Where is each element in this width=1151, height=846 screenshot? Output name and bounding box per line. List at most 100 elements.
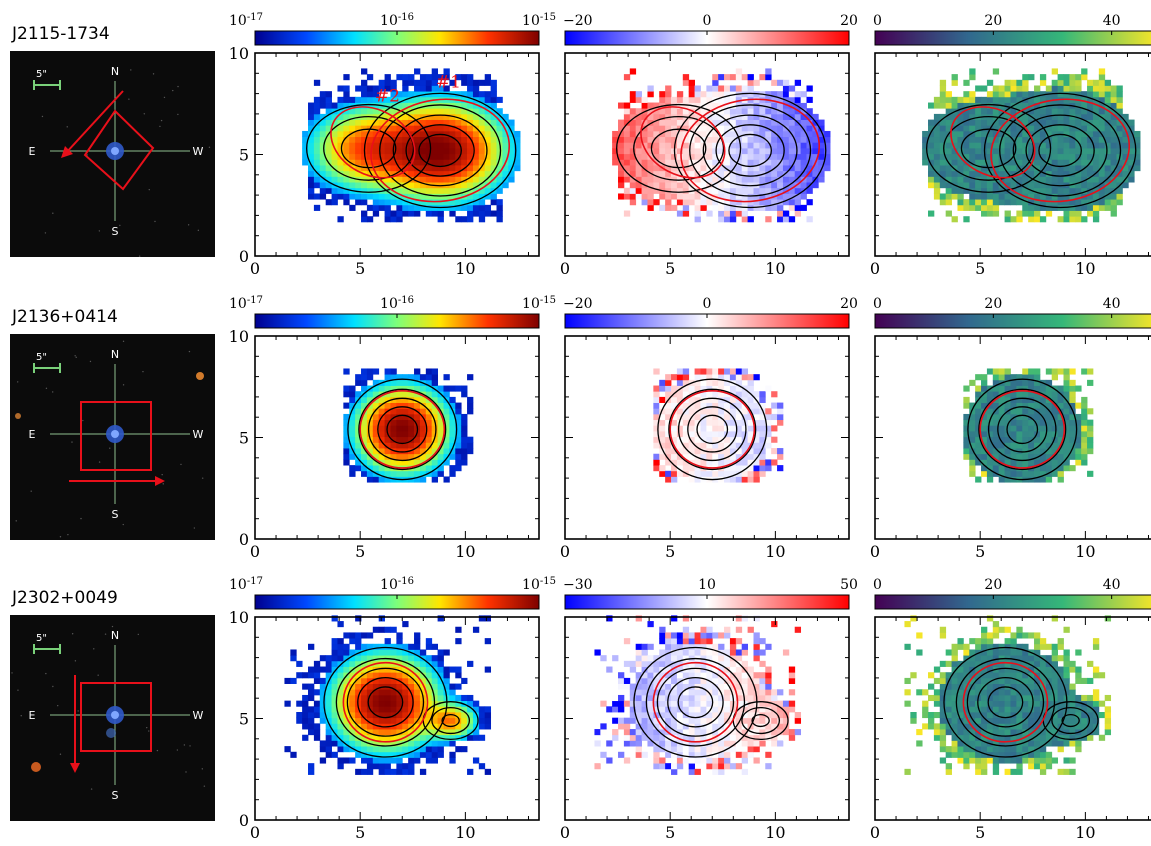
pixel (337, 193, 344, 200)
map-2-0 (284, 615, 492, 775)
pixel (396, 153, 403, 160)
pixel (659, 159, 666, 166)
pixel (437, 74, 444, 81)
pixel (986, 108, 994, 115)
pixel (729, 136, 737, 143)
colorbar-tick-label: 10-15 (522, 295, 556, 313)
pixel (1039, 425, 1047, 432)
pixel (366, 170, 374, 177)
pixel (777, 170, 784, 177)
pixel (1110, 148, 1117, 155)
pixel (682, 193, 690, 200)
pixel (467, 210, 474, 217)
pixel (771, 436, 778, 443)
pixel (963, 148, 970, 155)
pixel (378, 746, 385, 753)
pixel (753, 159, 760, 166)
pixel (384, 706, 391, 713)
pixel (461, 79, 468, 86)
pixel (765, 148, 772, 155)
pixel (355, 142, 362, 149)
pixel (641, 199, 648, 206)
pixel (1116, 119, 1123, 126)
pixel (724, 91, 731, 98)
pixel (812, 182, 819, 189)
pixel (419, 170, 427, 177)
pixel (986, 148, 994, 155)
pixel (349, 706, 356, 713)
pixel (753, 125, 760, 132)
pixel (390, 655, 397, 662)
pixel (676, 442, 684, 449)
pixel (782, 119, 790, 126)
pixel (718, 125, 725, 132)
pixel (975, 125, 982, 132)
pixel (455, 176, 462, 183)
pixel (665, 159, 672, 166)
pixel (437, 125, 444, 132)
pixel (671, 125, 678, 132)
pixel (945, 170, 952, 177)
pixel (623, 677, 631, 684)
pixel (461, 729, 468, 736)
pixel (969, 419, 976, 426)
pixel (735, 165, 743, 172)
pixel (455, 442, 462, 449)
pixel (366, 717, 374, 724)
pixel (284, 700, 291, 707)
pixel (425, 402, 433, 409)
pixel (1039, 431, 1047, 438)
pixel (1051, 396, 1059, 403)
pixel (408, 660, 415, 667)
map-0-1 (612, 68, 831, 223)
foreground-star (196, 372, 204, 380)
pixel (461, 108, 468, 115)
pixel (1069, 176, 1076, 183)
pixel (641, 672, 648, 679)
pixel (1057, 119, 1064, 126)
pixel (396, 402, 403, 409)
pixel (653, 119, 660, 126)
pixel (800, 130, 807, 138)
pixel (653, 465, 660, 472)
pixel (484, 210, 492, 217)
pixel (671, 700, 678, 707)
pixel (939, 136, 947, 143)
pixel (378, 734, 385, 741)
pixel (986, 193, 994, 200)
pixel (372, 757, 380, 764)
pixel (665, 746, 672, 753)
pixel (431, 431, 439, 438)
pixel (945, 108, 952, 115)
pixel (694, 193, 701, 200)
contour-line (305, 103, 432, 193)
pixel (461, 119, 468, 126)
pixel (378, 442, 385, 449)
plot-frame (874, 52, 1151, 257)
pixel (671, 436, 678, 443)
pixel (992, 125, 1000, 132)
pixel (361, 677, 368, 684)
pixel (319, 130, 327, 138)
pixel (635, 694, 642, 702)
pixel (467, 408, 474, 415)
pixel (1051, 187, 1059, 194)
pixel (1051, 448, 1059, 455)
pixel (302, 706, 309, 713)
pixel (1110, 210, 1117, 217)
pixel (419, 740, 427, 747)
pixel (425, 643, 433, 650)
pixel (449, 204, 456, 211)
pixel (467, 85, 474, 92)
pixel (682, 706, 690, 713)
pixel (706, 419, 713, 426)
pixel (343, 643, 350, 650)
pixel (671, 96, 678, 103)
pixel (688, 470, 695, 477)
pixel (1004, 136, 1011, 143)
pixel (390, 374, 397, 381)
pixel (759, 159, 766, 166)
pixel (1069, 165, 1076, 172)
pixel (688, 712, 695, 719)
pixel (478, 79, 486, 86)
